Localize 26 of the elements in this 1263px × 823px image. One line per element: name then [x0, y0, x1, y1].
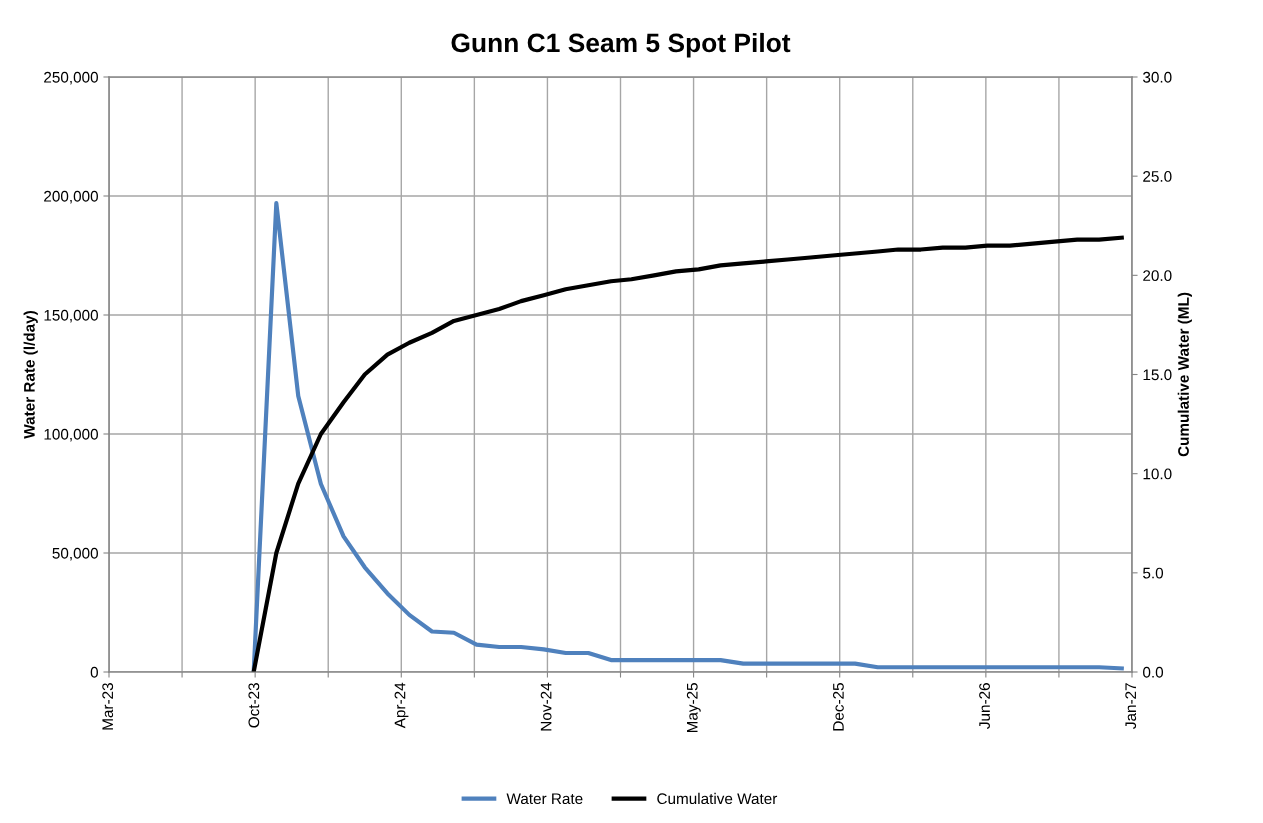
legend-label: Cumulative Water — [657, 792, 778, 805]
y2-tick-label: 10.0 — [1143, 468, 1172, 480]
y-tick-label: 250,000 — [44, 71, 98, 85]
x-tick-label: Jan-27 — [1125, 683, 1137, 729]
x-tick-label: Mar-23 — [102, 683, 114, 730]
y-tick-label: 200,000 — [44, 190, 98, 204]
x-tick-label: May-25 — [686, 683, 701, 733]
chart-title: Gunn C1 Seam 5 Spot Pilot — [451, 32, 791, 58]
y-tick-label: 100,000 — [44, 428, 98, 442]
y-axis-title: Water Rate (l/day) — [23, 311, 38, 439]
x-tick-label: Apr-24 — [394, 682, 409, 729]
x-tick-label: Nov-24 — [540, 682, 552, 731]
y2-axis-title: Cumulative Water (ML) — [1177, 292, 1192, 457]
x-tick-label: Jun-26 — [979, 683, 990, 729]
y2-tick-label: 30.0 — [1143, 71, 1172, 83]
y-tick-label: 50,000 — [52, 547, 98, 561]
y-tick-label: 0 — [90, 666, 98, 678]
x-tick-label: Dec-25 — [833, 683, 844, 731]
x-tick-label: Oct-23 — [248, 683, 260, 728]
y2-tick-label: 0.0 — [1143, 666, 1164, 678]
y2-tick-label: 20.0 — [1143, 270, 1172, 282]
y2-tick-label: 15.0 — [1143, 369, 1172, 381]
y2-tick-label: 5.0 — [1143, 567, 1164, 579]
y2-tick-label: 25.0 — [1143, 171, 1172, 182]
y-tick-label: 150,000 — [44, 309, 98, 323]
legend-label: Water Rate — [506, 793, 583, 805]
